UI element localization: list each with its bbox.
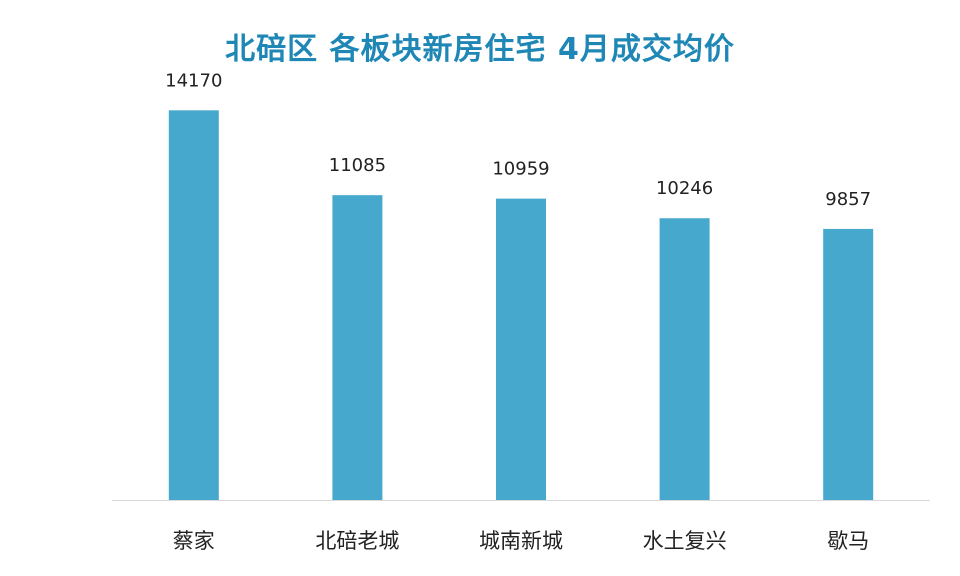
bar-1 xyxy=(332,195,383,500)
category-label-2: 城南新城 xyxy=(479,529,563,553)
category-label-1: 北碚老城 xyxy=(315,529,399,553)
value-label-0: 14170 xyxy=(165,70,222,91)
category-label-3: 水土复兴 xyxy=(643,529,727,553)
category-label-0: 蔡家 xyxy=(173,529,215,553)
bar-2 xyxy=(496,198,546,500)
value-label-4: 9857 xyxy=(825,189,871,210)
bar-0 xyxy=(168,110,219,500)
value-label-1: 11085 xyxy=(329,155,386,176)
bar-4 xyxy=(823,228,874,500)
category-label-4: 歇马 xyxy=(827,529,869,553)
value-label-3: 10246 xyxy=(656,178,713,199)
chart-title: 北碚区 各板块新房住宅 4月成交均价 xyxy=(225,32,735,67)
bar-3 xyxy=(659,218,710,501)
value-label-2: 10959 xyxy=(492,159,549,180)
